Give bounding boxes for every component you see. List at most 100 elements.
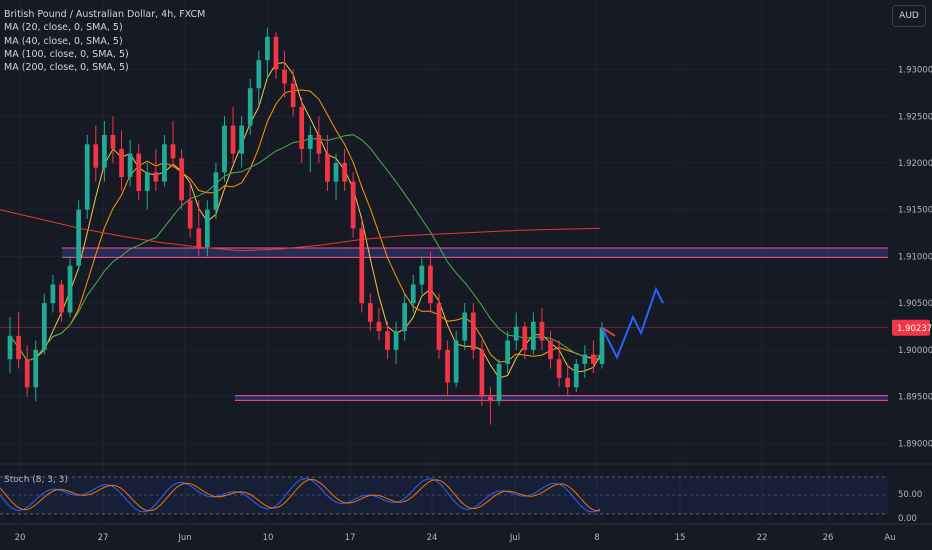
- time-tick-3: 10: [263, 533, 274, 543]
- price-tick-8: 1.89000: [898, 439, 932, 449]
- price-axis: 1.93000 1.92500 1.92000 1.91500 1.91000 1.905…: [888, 0, 932, 550]
- zones: [0, 247, 888, 401]
- candle-31: [273, 36, 279, 70]
- time-tick-9: 22: [757, 533, 768, 543]
- candle-58: [505, 340, 510, 364]
- candle-20: [179, 158, 184, 201]
- candle-33: [290, 83, 296, 107]
- stoch-tick-0: 0.00: [898, 514, 917, 524]
- candle-15: [136, 153, 142, 192]
- candle-61: [531, 321, 536, 350]
- ma100-line: [9, 134, 603, 362]
- price-axis-bg: [888, 0, 932, 550]
- ma200-line: [0, 209, 601, 252]
- candle-39: [342, 162, 347, 182]
- support-zone: [235, 395, 888, 401]
- candle-66: [573, 363, 579, 388]
- candle-63: [548, 340, 553, 360]
- currency-button[interactable]: AUD: [892, 5, 926, 27]
- candle-52: [453, 340, 459, 383]
- candle-55: [479, 349, 485, 397]
- stochastic-pane: 50.00 0.00: [0, 463, 932, 524]
- symbol-title[interactable]: British Pound / Australian Dollar, 4h, F…: [4, 9, 206, 20]
- candle-4: [41, 303, 47, 350]
- chart-legend: British Pound / Australian Dollar, 4h, F…: [4, 8, 205, 74]
- candle-21: [187, 200, 193, 229]
- candle-30: [265, 36, 270, 61]
- time-tick-5: 24: [427, 533, 438, 543]
- time-tick-10: 26: [823, 533, 834, 543]
- bullish-arrow: [601, 286, 664, 360]
- candle-16: [144, 172, 150, 192]
- candle-65: [565, 377, 571, 388]
- candle-46: [402, 303, 408, 332]
- candle-6: [59, 284, 64, 313]
- candle-26: [230, 125, 236, 154]
- time-tick-1: 27: [98, 533, 109, 543]
- candle-38: [333, 162, 339, 182]
- time-tick-0: 20: [15, 533, 26, 543]
- time-tick-6: Jul: [509, 533, 520, 543]
- time-tick-4: 17: [345, 533, 356, 543]
- ma40-line: [9, 89, 603, 363]
- price-tick-7: 1.89500: [898, 393, 932, 403]
- resistance-zone: [62, 248, 888, 258]
- candle-68: [591, 354, 596, 364]
- time-tick-7: 8: [594, 533, 599, 543]
- candle-17: [153, 172, 159, 182]
- ma40-legend[interactable]: MA (40, close, 0, SMA, 5): [4, 35, 123, 47]
- candle-11: [102, 134, 107, 168]
- candle-7: [67, 265, 73, 313]
- candle-19: [170, 144, 176, 159]
- candle-48: [419, 265, 425, 285]
- candle-36: [316, 134, 322, 154]
- price-tick-6: 1.90000: [898, 346, 932, 356]
- ma20-legend[interactable]: MA (20, close, 0, SMA, 5): [4, 22, 123, 34]
- current-price-label: 1.90237: [897, 324, 932, 334]
- candle-34: [299, 106, 305, 149]
- candle-13: [119, 148, 124, 177]
- time-axis: 20 27 Jun 10 17 24 Jul 8 15 22 26 Au: [0, 523, 932, 543]
- candle-2: [24, 359, 30, 388]
- stoch-k-line: [0, 478, 601, 513]
- candle-29: [256, 60, 262, 89]
- candle-54: [470, 312, 476, 350]
- forecast-arrows: [601, 286, 664, 360]
- time-tick-8: 15: [675, 533, 686, 543]
- candles: [7, 27, 605, 425]
- candle-3: [33, 349, 39, 388]
- stoch-d-line: [0, 478, 600, 512]
- price-tick-1: 1.92500: [898, 112, 932, 122]
- candle-42: [367, 303, 373, 322]
- candle-50: [436, 303, 442, 350]
- price-tick-2: 1.92000: [898, 159, 932, 169]
- candle-59: [513, 326, 519, 341]
- candle-25: [222, 125, 227, 173]
- candle-69: [599, 327, 605, 364]
- stochastic-legend[interactable]: Stoch (8, 3, 3): [4, 475, 68, 485]
- candle-51: [445, 349, 450, 383]
- candle-9: [84, 144, 90, 210]
- price-tick-3: 1.91500: [898, 206, 932, 216]
- candle-22: [196, 228, 202, 248]
- price-tick-5: 1.90500: [898, 299, 932, 309]
- candle-35: [307, 134, 313, 149]
- candle-67: [582, 354, 588, 364]
- ma20-line: [9, 61, 603, 379]
- ma100-legend[interactable]: MA (100, close, 0, SMA, 5): [4, 48, 129, 60]
- candle-49: [428, 265, 433, 304]
- candle-12: [110, 134, 116, 149]
- candle-0: [7, 335, 13, 360]
- current-price-badge: [892, 319, 930, 336]
- ma200-legend[interactable]: MA (200, close, 0, SMA, 5): [4, 62, 129, 74]
- candle-32: [282, 69, 287, 84]
- candle-28: [247, 88, 253, 126]
- candle-53: [462, 312, 468, 341]
- candle-27: [239, 125, 245, 154]
- moving-averages: [0, 61, 603, 379]
- candle-41: [359, 228, 365, 304]
- candle-8: [76, 209, 81, 266]
- candle-44: [385, 331, 390, 350]
